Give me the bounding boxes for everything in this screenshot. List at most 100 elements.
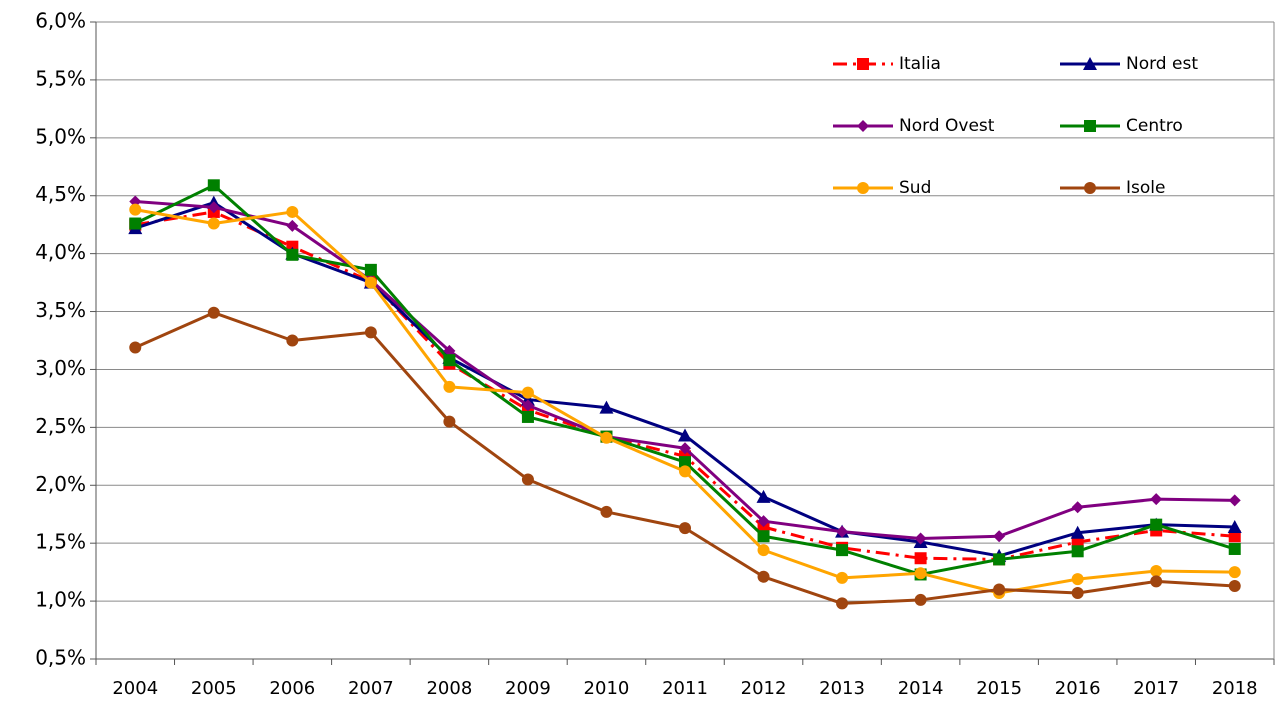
data-point xyxy=(836,597,849,610)
data-point xyxy=(1228,542,1241,555)
x-tick-label: 2005 xyxy=(191,678,237,699)
data-point xyxy=(521,399,534,412)
data-point xyxy=(993,553,1006,566)
data-point xyxy=(600,431,613,444)
x-tick-label: 2012 xyxy=(741,678,787,699)
data-point xyxy=(600,505,613,518)
data-point xyxy=(364,326,377,339)
x-tick-label: 2008 xyxy=(426,678,472,699)
y-tick-label: 3,5% xyxy=(35,298,86,322)
x-tick-label: 2015 xyxy=(976,678,1022,699)
data-point xyxy=(1070,525,1085,539)
data-point xyxy=(1071,573,1084,586)
y-tick-label: 2,0% xyxy=(35,472,86,496)
data-point xyxy=(757,515,770,528)
data-point xyxy=(1150,575,1163,588)
data-point xyxy=(679,456,691,469)
data-point xyxy=(1228,566,1241,579)
data-point xyxy=(757,570,770,583)
data-point xyxy=(914,552,927,565)
data-point xyxy=(757,544,770,557)
data-point xyxy=(1228,580,1241,593)
series-line xyxy=(135,210,1235,561)
legend-label: Isole xyxy=(1126,178,1165,198)
data-point xyxy=(914,593,927,606)
data-point xyxy=(286,219,299,232)
data-point xyxy=(521,473,534,486)
data-point xyxy=(678,428,692,442)
data-point xyxy=(914,567,927,580)
data-point xyxy=(757,530,770,543)
data-point xyxy=(756,489,771,503)
series-line xyxy=(134,183,1236,576)
x-tick-label: 2011 xyxy=(662,678,708,699)
data-point xyxy=(364,263,377,276)
legend-marker xyxy=(1084,182,1096,194)
y-tick-label: 1,5% xyxy=(35,530,86,554)
data-point xyxy=(1150,493,1163,506)
y-tick-label: 5,0% xyxy=(35,124,86,148)
legend-marker xyxy=(1083,57,1097,70)
data-point xyxy=(129,217,142,230)
legend-marker xyxy=(1084,120,1096,132)
y-tick-label: 4,0% xyxy=(35,240,86,264)
x-tick-label: 2010 xyxy=(584,678,630,699)
x-tick-label: 2004 xyxy=(112,678,158,699)
legend-label: Sud xyxy=(899,178,931,198)
data-point xyxy=(993,583,1006,596)
data-point xyxy=(443,344,456,357)
data-point xyxy=(207,217,220,230)
x-tick-label: 2007 xyxy=(348,678,394,699)
data-point xyxy=(129,203,142,216)
data-point xyxy=(1071,536,1084,549)
data-point xyxy=(364,276,377,289)
data-point xyxy=(679,522,691,535)
legend-label: Nord est xyxy=(1126,54,1198,74)
legend-marker xyxy=(857,120,869,132)
data-point xyxy=(679,465,691,478)
data-point xyxy=(286,205,299,218)
data-point xyxy=(207,306,220,319)
legend-label: Nord Ovest xyxy=(899,116,995,136)
x-tick-label: 2013 xyxy=(819,678,865,699)
data-point xyxy=(1071,501,1084,514)
data-point xyxy=(1150,564,1163,577)
data-point xyxy=(443,415,456,428)
data-point xyxy=(207,201,220,214)
x-tick-label: 2017 xyxy=(1133,678,1179,699)
y-tick-label: 6,0% xyxy=(35,9,86,33)
data-point xyxy=(443,354,456,367)
data-point xyxy=(521,386,534,399)
data-point xyxy=(1071,586,1084,599)
data-point xyxy=(207,179,220,192)
y-tick-label: 2,5% xyxy=(35,414,86,438)
data-point xyxy=(443,380,456,393)
legend-label: Italia xyxy=(899,54,941,74)
data-point xyxy=(599,400,614,414)
legend-marker xyxy=(857,58,869,70)
data-point xyxy=(914,532,927,545)
data-point xyxy=(129,341,142,354)
x-tick-label: 2006 xyxy=(269,678,315,699)
data-point xyxy=(1227,519,1242,533)
x-tick-label: 2018 xyxy=(1212,678,1258,699)
legend-label: Centro xyxy=(1126,116,1183,136)
x-tick-label: 2016 xyxy=(1055,678,1101,699)
data-point xyxy=(521,410,534,423)
y-tick-label: 0,5% xyxy=(35,646,86,670)
y-tick-label: 5,5% xyxy=(35,66,86,90)
data-point xyxy=(836,571,849,584)
data-point xyxy=(1150,518,1163,531)
legend-marker xyxy=(857,182,869,194)
series-line xyxy=(135,200,1235,541)
data-point xyxy=(286,248,299,261)
y-tick-label: 4,5% xyxy=(35,182,86,206)
data-point xyxy=(679,442,691,455)
x-tick-label: 2014 xyxy=(898,678,944,699)
data-point xyxy=(1228,530,1241,543)
x-tick-label: 2009 xyxy=(505,678,551,699)
y-tick-label: 1,0% xyxy=(35,588,86,612)
data-point xyxy=(836,544,849,557)
